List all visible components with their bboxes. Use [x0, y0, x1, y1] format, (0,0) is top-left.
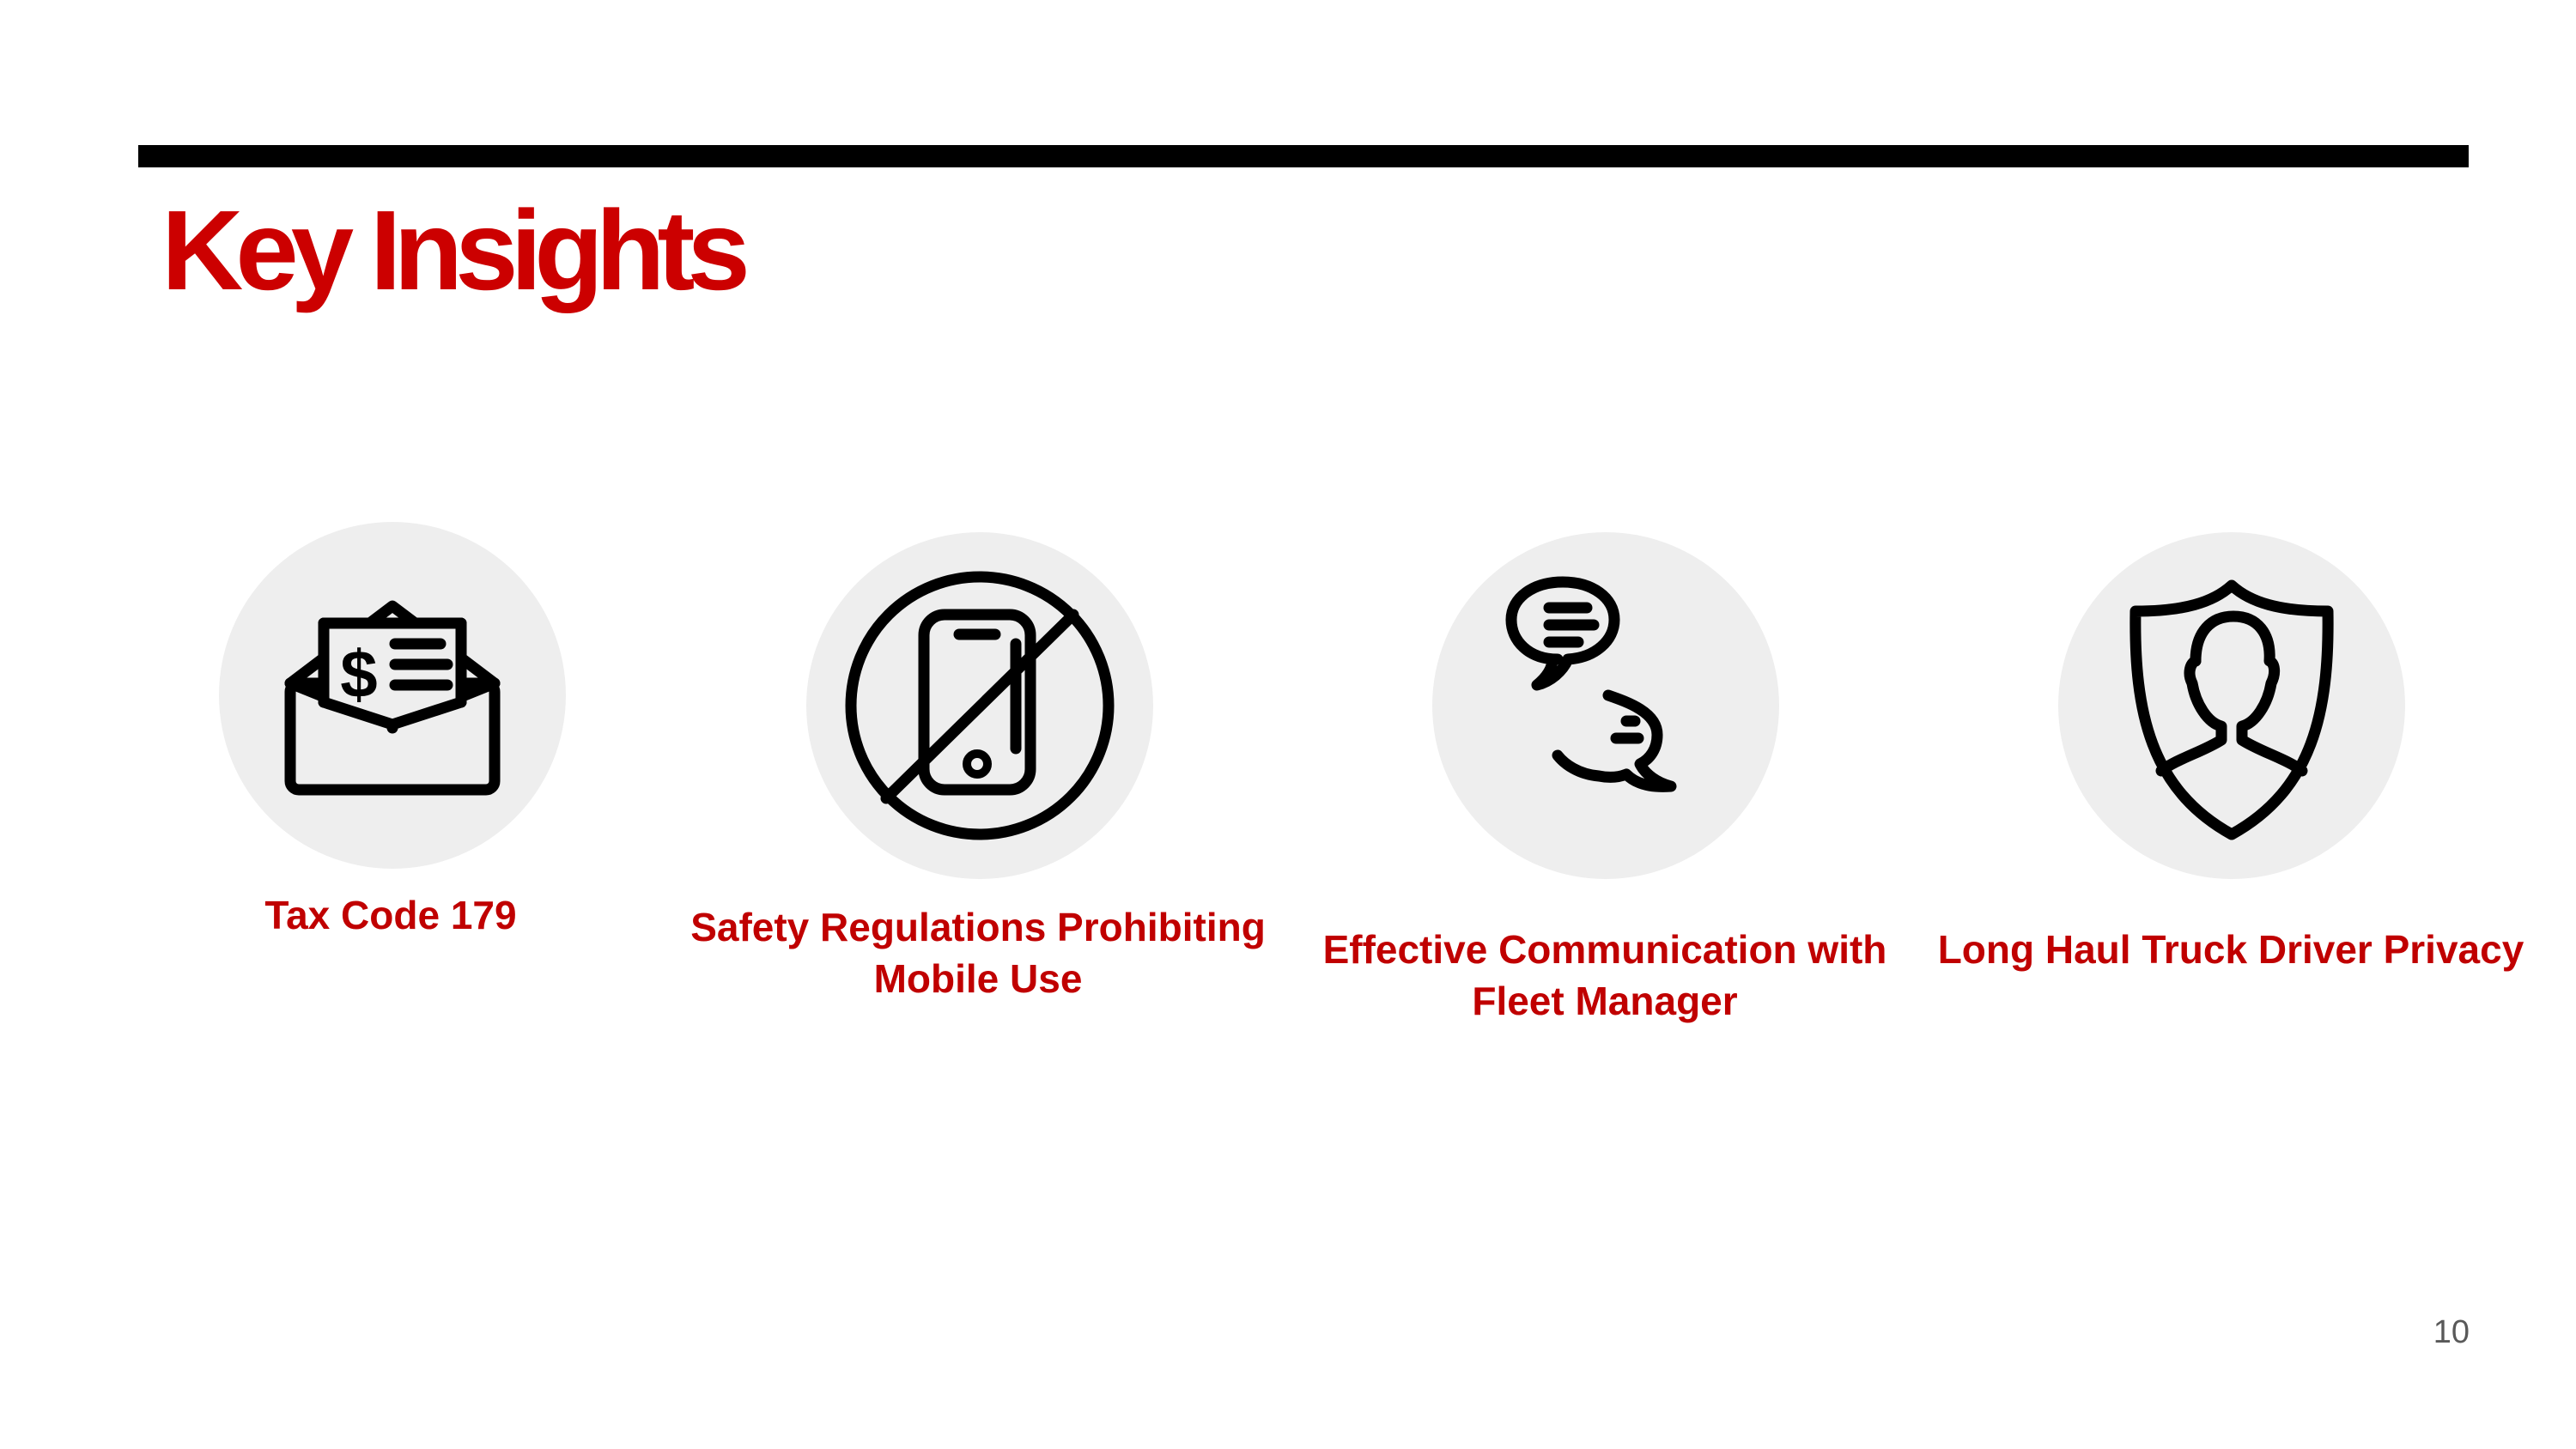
insight-2-icon-circle	[806, 532, 1153, 879]
page-number: 10	[2433, 1314, 2470, 1350]
shield-person-icon	[2129, 579, 2334, 840]
top-rule	[138, 145, 2469, 167]
insight-1-caption: Tax Code 179	[264, 893, 517, 937]
insight-3-icon-circle	[1432, 532, 1779, 879]
slide-title: Key Insights	[161, 187, 750, 313]
svg-text:$: $	[340, 636, 377, 712]
insight-4-caption: Long Haul Truck Driver Privacy	[1937, 927, 2524, 972]
insight-2-caption: Safety Regulations Prohibiting Mobile Us…	[690, 905, 1266, 1001]
no-mobile-phone-icon	[845, 571, 1115, 840]
chat-bubbles-icon	[1505, 576, 1677, 792]
insight-4-icon-circle	[2058, 532, 2405, 879]
money-envelope-icon: $	[284, 600, 501, 796]
insight-1-icon-circle: $	[219, 522, 566, 869]
insight-3-caption: Effective Communication with Fleet Manag…	[1322, 927, 1887, 1023]
